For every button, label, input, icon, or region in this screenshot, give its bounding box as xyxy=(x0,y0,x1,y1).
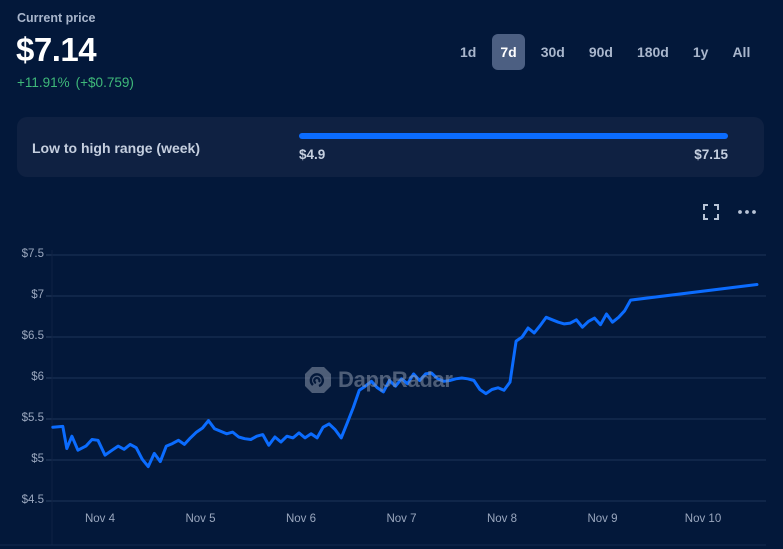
range-low-value: $4.9 xyxy=(299,147,326,162)
x-tick-label: Nov 10 xyxy=(684,513,722,525)
x-tick-label: Nov 4 xyxy=(84,513,116,525)
time-range-selector: 1d 7d 30d 90d 180d 1y All xyxy=(452,34,766,70)
range-card: Low to high range (week) $4.9 $7.15 xyxy=(17,117,764,177)
x-tick-label: Nov 6 xyxy=(285,513,317,525)
fullscreen-icon xyxy=(703,204,719,220)
price-chart[interactable] xyxy=(0,240,783,549)
dappradar-watermark: DappRadar xyxy=(304,366,453,394)
current-price: $7.14 xyxy=(16,31,97,68)
y-tick-label: $4.5 xyxy=(21,494,44,506)
y-tick-label: $7.5 xyxy=(21,248,44,260)
price-change-percent: +11.91% xyxy=(17,75,70,90)
fullscreen-button[interactable] xyxy=(700,202,722,222)
time-range-30d[interactable]: 30d xyxy=(540,44,565,60)
time-range-all[interactable]: All xyxy=(732,44,751,60)
current-price-label: Current price xyxy=(17,11,96,25)
price-change: +11.91% (+$0.759) xyxy=(17,75,140,90)
watermark-text: DappRadar xyxy=(338,367,453,392)
time-range-90d[interactable]: 90d xyxy=(588,44,613,60)
y-tick-label: $5 xyxy=(31,453,44,465)
time-range-1d[interactable]: 1d xyxy=(460,44,477,60)
time-range-7d[interactable]: 7d xyxy=(492,34,525,70)
x-tick-label: Nov 9 xyxy=(587,513,618,525)
x-tick-label: Nov 5 xyxy=(185,513,216,525)
time-range-180d[interactable]: 180d xyxy=(636,44,669,60)
x-tick-label: Nov 8 xyxy=(486,513,518,525)
y-tick-label: $5.5 xyxy=(21,412,44,424)
dappradar-logo-icon xyxy=(305,367,331,393)
more-horizontal-icon xyxy=(738,210,756,214)
more-options-button[interactable] xyxy=(736,202,758,222)
price-line xyxy=(51,283,759,469)
chart-grid xyxy=(46,250,766,545)
time-range-1y[interactable]: 1y xyxy=(692,44,709,60)
y-tick-label: $6 xyxy=(31,371,44,383)
range-card-label: Low to high range (week) xyxy=(32,140,201,156)
x-tick-label: Nov 7 xyxy=(386,513,417,525)
y-tick-label: $7 xyxy=(31,289,44,301)
range-high-value: $7.15 xyxy=(694,147,728,162)
y-tick-label: $6.5 xyxy=(21,330,44,342)
price-change-value: (+$0.759) xyxy=(75,75,134,90)
range-bar xyxy=(299,133,728,139)
